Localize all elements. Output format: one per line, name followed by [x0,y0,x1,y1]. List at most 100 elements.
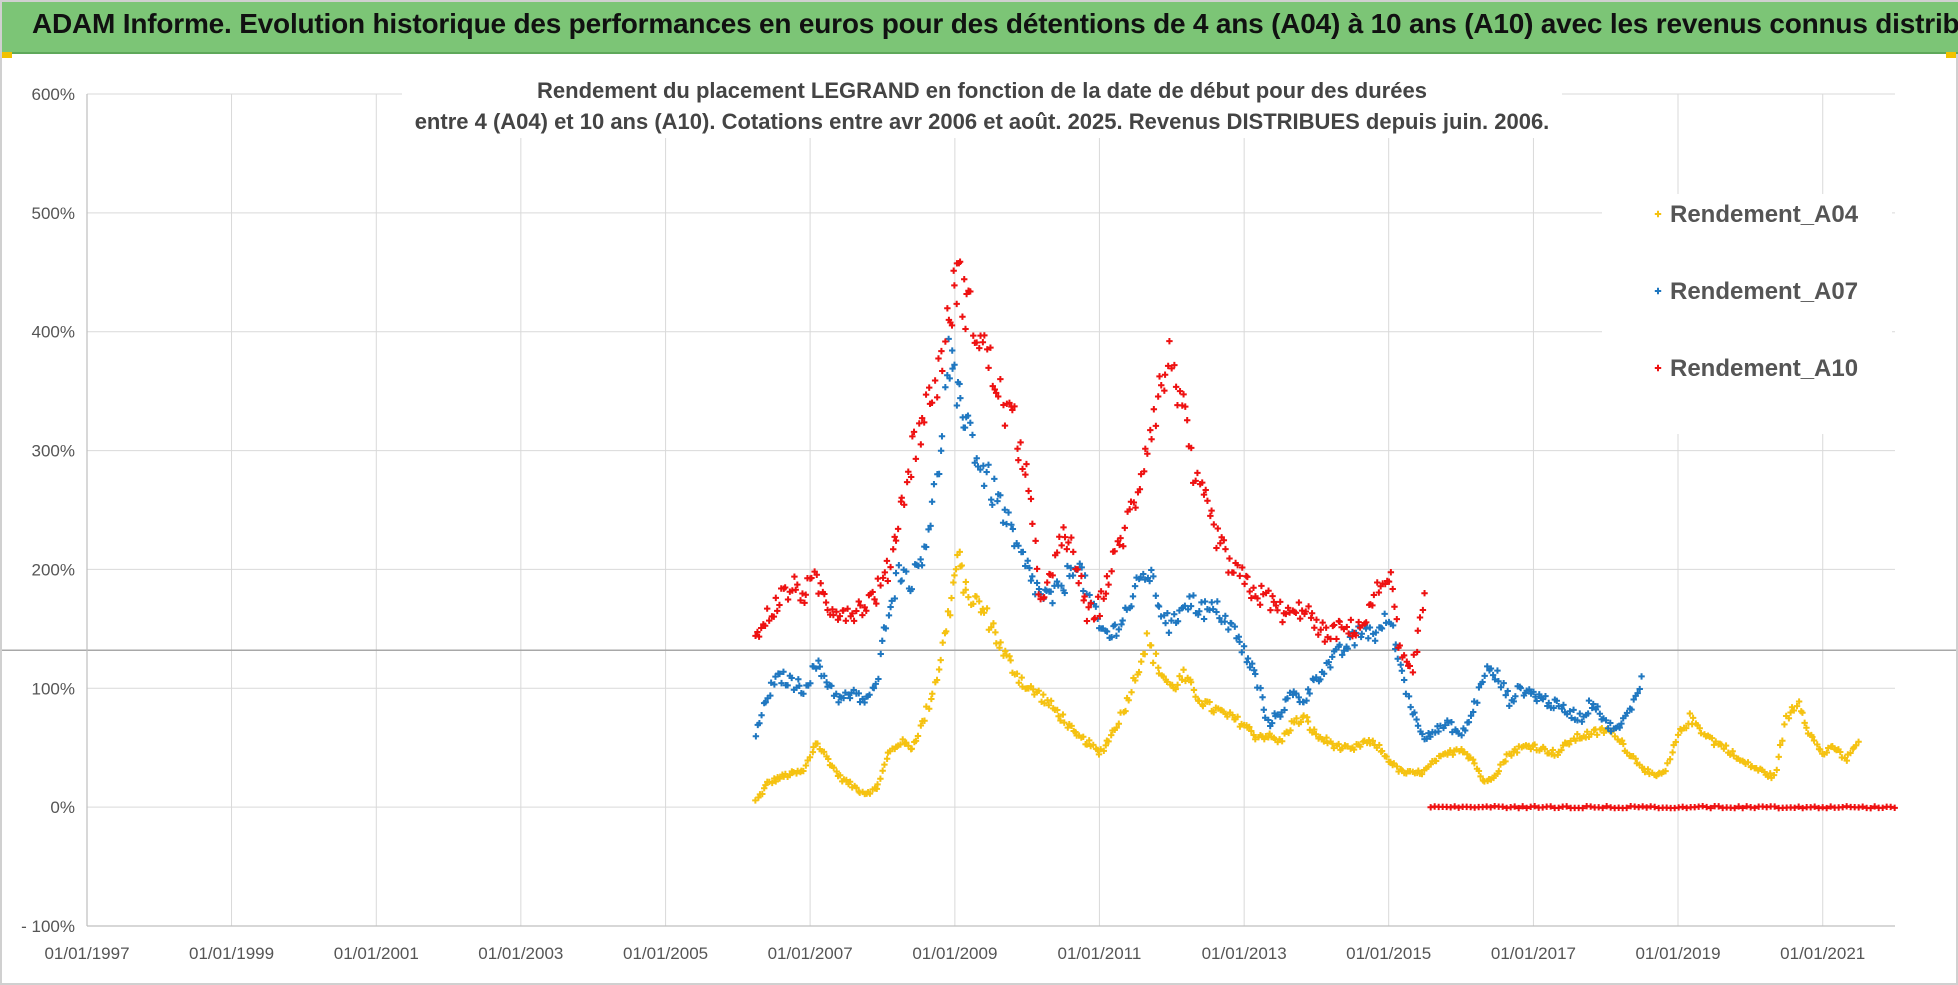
data-point [1117,534,1124,542]
data-point [1686,710,1694,717]
data-point [1250,666,1258,674]
data-point [1260,706,1268,713]
data-point [1773,766,1780,774]
data-point [925,705,933,712]
data-point [1594,703,1601,710]
data-point [938,347,945,355]
data-point [1855,738,1862,745]
data-point [1329,653,1336,661]
data-point [1287,727,1294,734]
data-point [752,733,760,740]
data-point [1252,735,1259,743]
data-point [1491,676,1499,683]
data-point [944,608,952,615]
data-point [1047,697,1055,705]
data-point [939,367,946,375]
data-point [791,573,798,580]
data-point [1064,724,1071,731]
data-point [1572,737,1579,744]
data-point [1015,679,1023,686]
data-point [1014,445,1021,452]
x-tick-label: 01/01/1997 [44,944,129,963]
data-point [980,609,988,616]
data-point [1086,737,1093,744]
data-point [1303,697,1310,704]
data-point [1244,655,1252,662]
data-point [1148,436,1155,443]
data-point [821,590,828,598]
data-point [983,468,990,476]
data-point [770,613,778,620]
data-point [1195,611,1202,618]
data-point [1075,579,1082,587]
data-point [1502,758,1509,765]
data-point [881,761,888,768]
data-point [1269,592,1276,600]
data-point [1068,722,1075,730]
data-point [1628,706,1635,713]
data-point [1135,668,1143,676]
data-point [1225,626,1232,633]
data-point [1570,706,1577,714]
data-point [1277,598,1284,606]
data-point [784,682,791,689]
data-point [1722,742,1730,749]
legend-item: Rendement_A10 [1654,355,1858,382]
data-point [834,616,842,623]
data-point [1427,733,1434,740]
data-point [985,461,992,468]
data-point [1168,365,1175,372]
data-point [926,384,933,391]
data-point [1081,593,1088,600]
data-point [1006,653,1013,660]
data-point [810,743,817,751]
data-point [1357,743,1364,750]
y-tick-label: 600% [32,85,75,104]
banner-title: ADAM Informe. Evolution historique des p… [32,8,1958,39]
data-point [1397,661,1404,668]
data-point [1199,702,1207,710]
data-point [830,611,837,619]
data-point [912,737,920,745]
data-point [1054,706,1061,714]
data-point [762,781,769,789]
data-point [1147,642,1155,649]
series-Rendement_A10 [752,258,1428,676]
data-point [1022,562,1029,570]
data-point [1005,509,1012,516]
data-point [800,690,807,697]
data-point [961,424,969,431]
data-point [908,585,915,593]
data-point [1156,373,1163,380]
data-point [1091,614,1099,622]
data-point [962,325,969,333]
data-point [1791,804,1798,811]
data-point [1018,674,1025,681]
data-point [1221,618,1228,625]
data-point [877,582,884,589]
data-point [937,656,944,664]
data-point [765,617,773,624]
data-point [922,543,930,551]
data-point [1192,693,1199,701]
data-point [1471,760,1478,767]
data-point [855,598,862,605]
data-point [877,650,884,658]
data-point [1295,599,1303,606]
data-point [844,605,851,612]
data-point [1306,690,1313,697]
data-point [1550,704,1557,712]
data-point [1142,445,1149,452]
data-point [1358,630,1365,637]
data-point [1338,651,1346,659]
data-point [1085,604,1092,611]
data-point [1216,614,1223,622]
data-point [857,602,864,609]
data-point [981,332,988,339]
data-point [1246,588,1253,595]
data-point [1015,456,1022,464]
data-point [1196,607,1203,615]
data-point [1470,708,1477,716]
data-point [1199,479,1206,486]
data-point [1068,534,1075,541]
